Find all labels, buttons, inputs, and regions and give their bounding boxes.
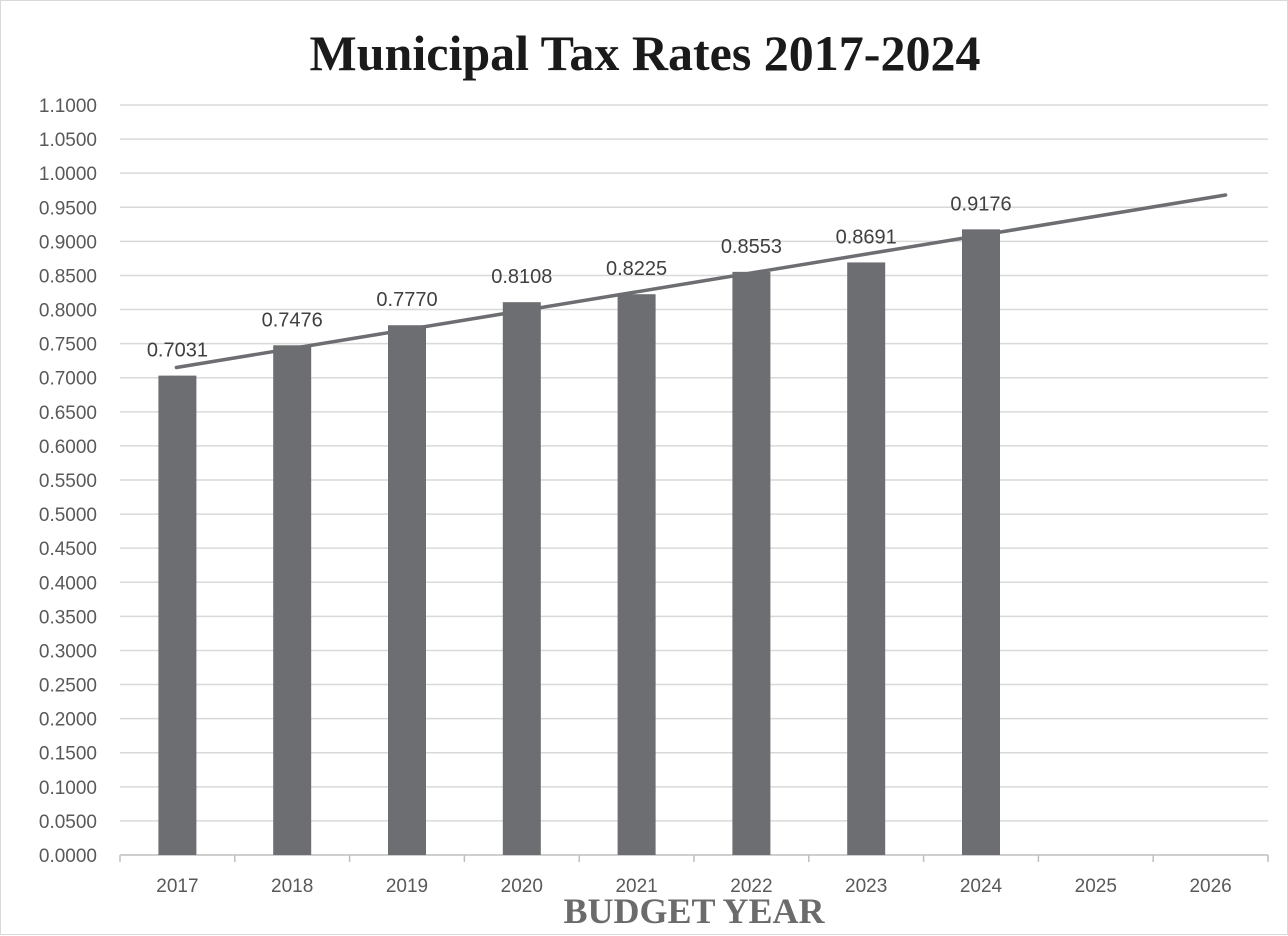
y-tick-label: 0.1000 xyxy=(39,778,97,799)
y-tick-label: 0.3500 xyxy=(39,607,97,628)
trendline xyxy=(174,193,1228,370)
data-label: 0.9176 xyxy=(950,193,1011,215)
x-tick-label: 2024 xyxy=(960,876,1003,897)
y-tick-label: 0.7500 xyxy=(39,335,97,356)
y-tick-label: 0.9000 xyxy=(39,232,97,253)
data-label: 0.7031 xyxy=(147,340,208,362)
y-tick-label: 0.7000 xyxy=(39,369,97,390)
chart-title: Municipal Tax Rates 2017-2024 xyxy=(309,25,981,81)
bar xyxy=(962,229,1000,855)
y-tick-label: 0.5500 xyxy=(39,471,97,492)
data-label: 0.8691 xyxy=(836,226,897,248)
y-tick-label: 0.8500 xyxy=(39,266,97,287)
y-tick-label: 0.8000 xyxy=(39,301,97,322)
bar xyxy=(847,262,886,855)
bar xyxy=(732,271,771,855)
y-tick-label: 0.2500 xyxy=(39,676,97,697)
y-tick-label: 0.3000 xyxy=(39,641,97,662)
y-tick-label: 0.0500 xyxy=(39,812,97,833)
y-tick-label: 0.5000 xyxy=(39,505,97,526)
x-tick-label: 2020 xyxy=(501,876,543,897)
y-tick-label: 1.0500 xyxy=(39,130,97,151)
x-tick-label: 2023 xyxy=(845,876,887,897)
bar xyxy=(502,302,541,855)
x-tick-label: 2026 xyxy=(1189,876,1231,897)
x-tick-label: 2017 xyxy=(156,876,198,897)
data-label: 0.8553 xyxy=(721,236,782,258)
x-axis-title: BUDGET YEAR xyxy=(563,891,825,931)
y-tick-label: 0.4500 xyxy=(39,539,97,560)
data-label: 0.7476 xyxy=(262,309,323,331)
x-tick-label: 2025 xyxy=(1075,876,1117,897)
bar xyxy=(388,325,426,855)
y-tick-label: 1.0000 xyxy=(39,164,97,185)
x-tick-label: 2018 xyxy=(271,876,313,897)
x-tick-label: 2019 xyxy=(386,876,428,897)
x-tick-label: 2022 xyxy=(730,876,772,897)
y-tick-label: 0.1500 xyxy=(39,744,97,765)
bar xyxy=(158,375,197,855)
y-tick-label: 0.6500 xyxy=(39,403,97,424)
y-tick-label: 1.1000 xyxy=(39,96,97,117)
y-tick-label: 0.6000 xyxy=(39,437,97,458)
y-tick-label: 0.0000 xyxy=(39,846,97,867)
bar xyxy=(273,345,312,855)
y-tick-label: 0.9500 xyxy=(39,198,97,219)
y-tick-label: 0.4000 xyxy=(39,573,97,594)
data-label: 0.8225 xyxy=(606,258,667,280)
y-tick-label: 0.2000 xyxy=(39,710,97,731)
data-label: 0.8108 xyxy=(491,266,552,288)
data-label: 0.7770 xyxy=(376,289,437,311)
x-tick-label: 2021 xyxy=(615,876,657,897)
bar xyxy=(617,294,656,855)
